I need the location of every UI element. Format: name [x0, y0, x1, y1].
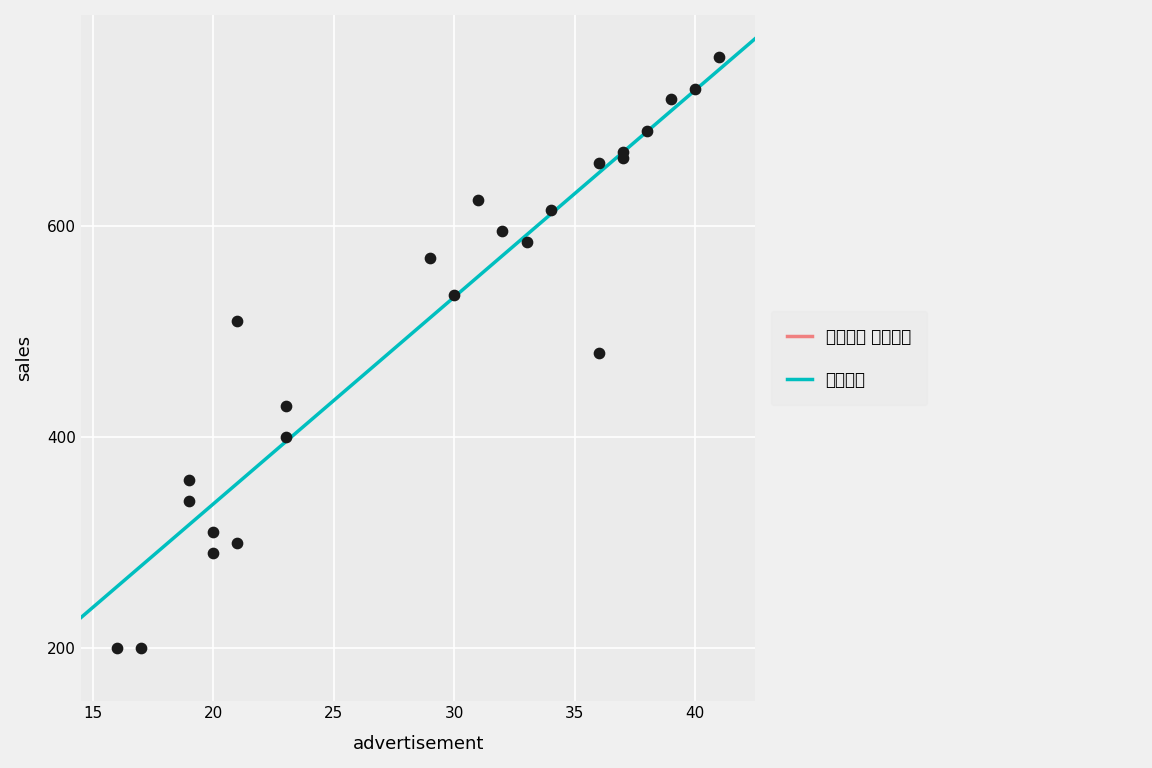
Line: 회귀직선: 회귀직선 [81, 38, 756, 617]
Point [493, 225, 511, 237]
Point [469, 194, 487, 206]
Point [638, 125, 657, 137]
회귀직선 [487, 259, 501, 268]
회귀직선 [76, 611, 90, 621]
Point [204, 526, 222, 538]
Point [710, 51, 728, 64]
Point [590, 346, 608, 359]
회귀직선 [685, 88, 699, 98]
Point [685, 83, 704, 95]
Point [107, 642, 126, 654]
Point [614, 151, 632, 164]
Point [131, 642, 150, 654]
Point [228, 537, 247, 549]
Point [420, 252, 439, 264]
Point [517, 236, 536, 248]
Point [204, 548, 222, 560]
Point [590, 157, 608, 169]
Point [180, 473, 198, 485]
Point [445, 289, 463, 301]
회귀직선 [74, 613, 88, 622]
회귀직선 [473, 270, 487, 280]
X-axis label: advertisement: advertisement [353, 735, 484, 753]
Point [276, 399, 295, 412]
Point [276, 431, 295, 443]
회귀직선 [643, 125, 657, 134]
Y-axis label: sales: sales [15, 335, 33, 381]
Legend: 비모수적 회굼곡선, 회귀직선: 비모수적 회굼곡선, 회귀직선 [771, 311, 927, 406]
Point [228, 315, 247, 327]
Point [662, 94, 681, 106]
Point [541, 204, 560, 217]
Point [614, 146, 632, 158]
Point [180, 495, 198, 507]
회귀직선 [749, 34, 763, 43]
회귀직선 [476, 268, 490, 277]
